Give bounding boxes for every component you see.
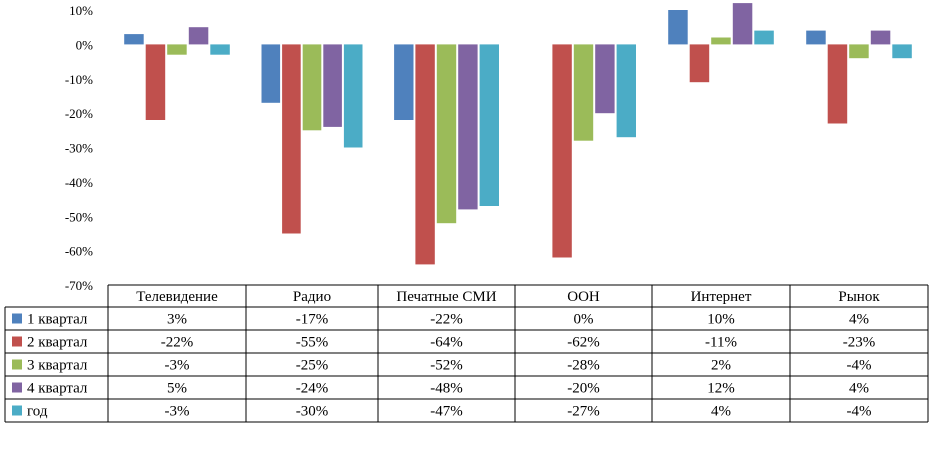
y-tick-label: -20% xyxy=(65,106,93,121)
data-label: -52% xyxy=(430,358,463,374)
data-label: -47% xyxy=(430,404,463,420)
data-label: -48% xyxy=(430,381,463,397)
bar xyxy=(552,44,572,258)
data-label: 4% xyxy=(849,312,869,328)
data-label: -25% xyxy=(296,358,329,374)
bar xyxy=(124,34,144,45)
series-name: 3 квартал xyxy=(27,358,88,374)
bar xyxy=(145,44,166,120)
series-name: 1 квартал xyxy=(27,312,88,328)
data-label: 3% xyxy=(167,312,187,328)
data-label: 10% xyxy=(707,312,735,328)
data-label: 5% xyxy=(167,381,187,397)
bar xyxy=(849,44,869,59)
bar xyxy=(167,44,187,55)
bar xyxy=(892,44,912,59)
data-label: 4% xyxy=(849,381,869,397)
data-label: 0% xyxy=(574,312,594,328)
category-label: Рынок xyxy=(838,289,880,305)
bar xyxy=(282,44,301,234)
bar xyxy=(689,44,710,83)
y-tick-label: 0% xyxy=(76,37,94,52)
data-label: -20% xyxy=(567,381,600,397)
data-label: -55% xyxy=(296,335,329,351)
data-label: -22% xyxy=(430,312,463,328)
bar xyxy=(261,44,281,103)
data-label: -3% xyxy=(165,358,190,374)
series-name: 4 квартал xyxy=(27,381,88,397)
y-tick-label: -40% xyxy=(65,175,93,190)
legend-key xyxy=(12,313,22,324)
y-tick-label: -30% xyxy=(65,141,93,156)
bar xyxy=(806,30,826,45)
legend-key xyxy=(12,382,22,393)
data-label: -30% xyxy=(296,404,329,420)
series-name: год xyxy=(27,404,48,420)
bar xyxy=(573,44,594,141)
data-label: -4% xyxy=(847,404,872,420)
data-label: -28% xyxy=(567,358,600,374)
data-label: -17% xyxy=(296,312,329,328)
bar xyxy=(343,44,363,148)
legend-key xyxy=(12,336,22,347)
y-tick-label: -70% xyxy=(65,278,93,293)
legend-key xyxy=(12,359,22,370)
y-tick-label: -10% xyxy=(65,72,93,87)
data-label: 12% xyxy=(707,381,735,397)
category-label: Телевидение xyxy=(136,289,218,305)
y-tick-label: 10% xyxy=(69,3,93,18)
y-tick-label: -60% xyxy=(65,244,93,259)
bar xyxy=(188,27,209,45)
bar xyxy=(394,44,414,120)
axis-layer: 10% 0% -10% -20% -30% -40% -50% -60% -70% xyxy=(65,3,93,293)
bars-layer xyxy=(124,3,912,265)
bar xyxy=(302,44,322,131)
bar xyxy=(595,44,615,114)
bar xyxy=(754,30,774,45)
category-label: ООН xyxy=(567,289,600,305)
category-label: Интернет xyxy=(691,289,752,305)
legend-key xyxy=(12,405,22,416)
category-label: Радио xyxy=(293,289,331,305)
bar xyxy=(458,44,478,210)
data-label: -64% xyxy=(430,335,463,351)
data-label: -24% xyxy=(296,381,329,397)
bar xyxy=(415,44,435,265)
bar xyxy=(732,3,753,45)
bar xyxy=(436,44,457,224)
series-name: 2 квартал xyxy=(27,335,88,351)
bar xyxy=(616,44,636,138)
data-label: -62% xyxy=(567,335,600,351)
bar xyxy=(870,30,891,45)
data-label: -3% xyxy=(165,404,190,420)
data-label: -22% xyxy=(161,335,194,351)
category-label: Печатные СМИ xyxy=(396,289,496,305)
bar xyxy=(210,44,230,55)
data-table: Телевидение Радио Печатные СМИ ООН Интернет Р… xyxy=(4,284,929,423)
bar xyxy=(668,10,688,45)
data-label: 2% xyxy=(711,358,731,374)
data-label: -27% xyxy=(567,404,600,420)
data-label: 4% xyxy=(711,404,731,420)
data-label: -4% xyxy=(847,358,872,374)
bar xyxy=(479,44,499,207)
bar xyxy=(711,37,731,45)
data-label: -23% xyxy=(843,335,876,351)
bar xyxy=(827,44,848,124)
y-tick-label: -50% xyxy=(65,209,93,224)
bar xyxy=(323,44,342,127)
data-label: -11% xyxy=(705,335,737,351)
